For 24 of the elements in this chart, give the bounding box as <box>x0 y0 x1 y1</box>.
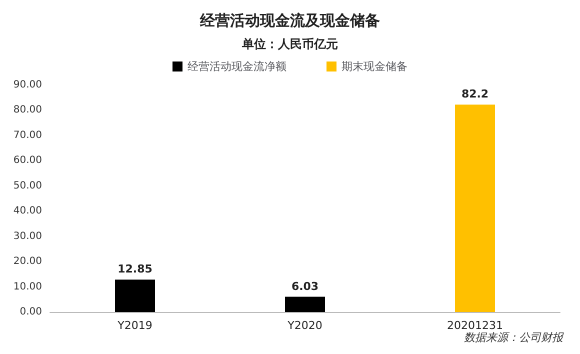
bar <box>115 280 155 312</box>
source-note: 数据来源：公司财报 <box>464 331 564 344</box>
legend-label: 期末现金储备 <box>342 60 408 73</box>
x-tick-label: Y2020 <box>286 319 322 332</box>
y-tick-label: 20.00 <box>13 256 42 268</box>
y-tick-label: 60.00 <box>13 155 42 166</box>
y-tick-label: 80.00 <box>13 104 42 116</box>
legend-label: 经营活动现金流净额 <box>188 60 286 73</box>
bar <box>455 104 495 312</box>
y-tick-label: 0.00 <box>20 306 42 318</box>
chart-subtitle: 单位：人民币亿元 <box>241 37 338 51</box>
bar <box>285 296 325 312</box>
y-tick-label: 40.00 <box>13 206 42 217</box>
y-tick-label: 30.00 <box>13 230 42 242</box>
x-tick-label: 20201231 <box>447 319 503 332</box>
y-tick-label: 10.00 <box>13 281 42 292</box>
data-label: 12.85 <box>118 262 152 276</box>
chart-title: 经营活动现金流及现金储备 <box>199 12 380 30</box>
data-label: 82.2 <box>461 88 489 101</box>
y-tick-label: 70.00 <box>13 130 42 141</box>
data-label: 6.03 <box>291 280 319 293</box>
x-tick-label: Y2019 <box>116 319 152 332</box>
y-tick-label: 90.00 <box>13 80 42 90</box>
y-tick-label: 50.00 <box>13 180 42 192</box>
